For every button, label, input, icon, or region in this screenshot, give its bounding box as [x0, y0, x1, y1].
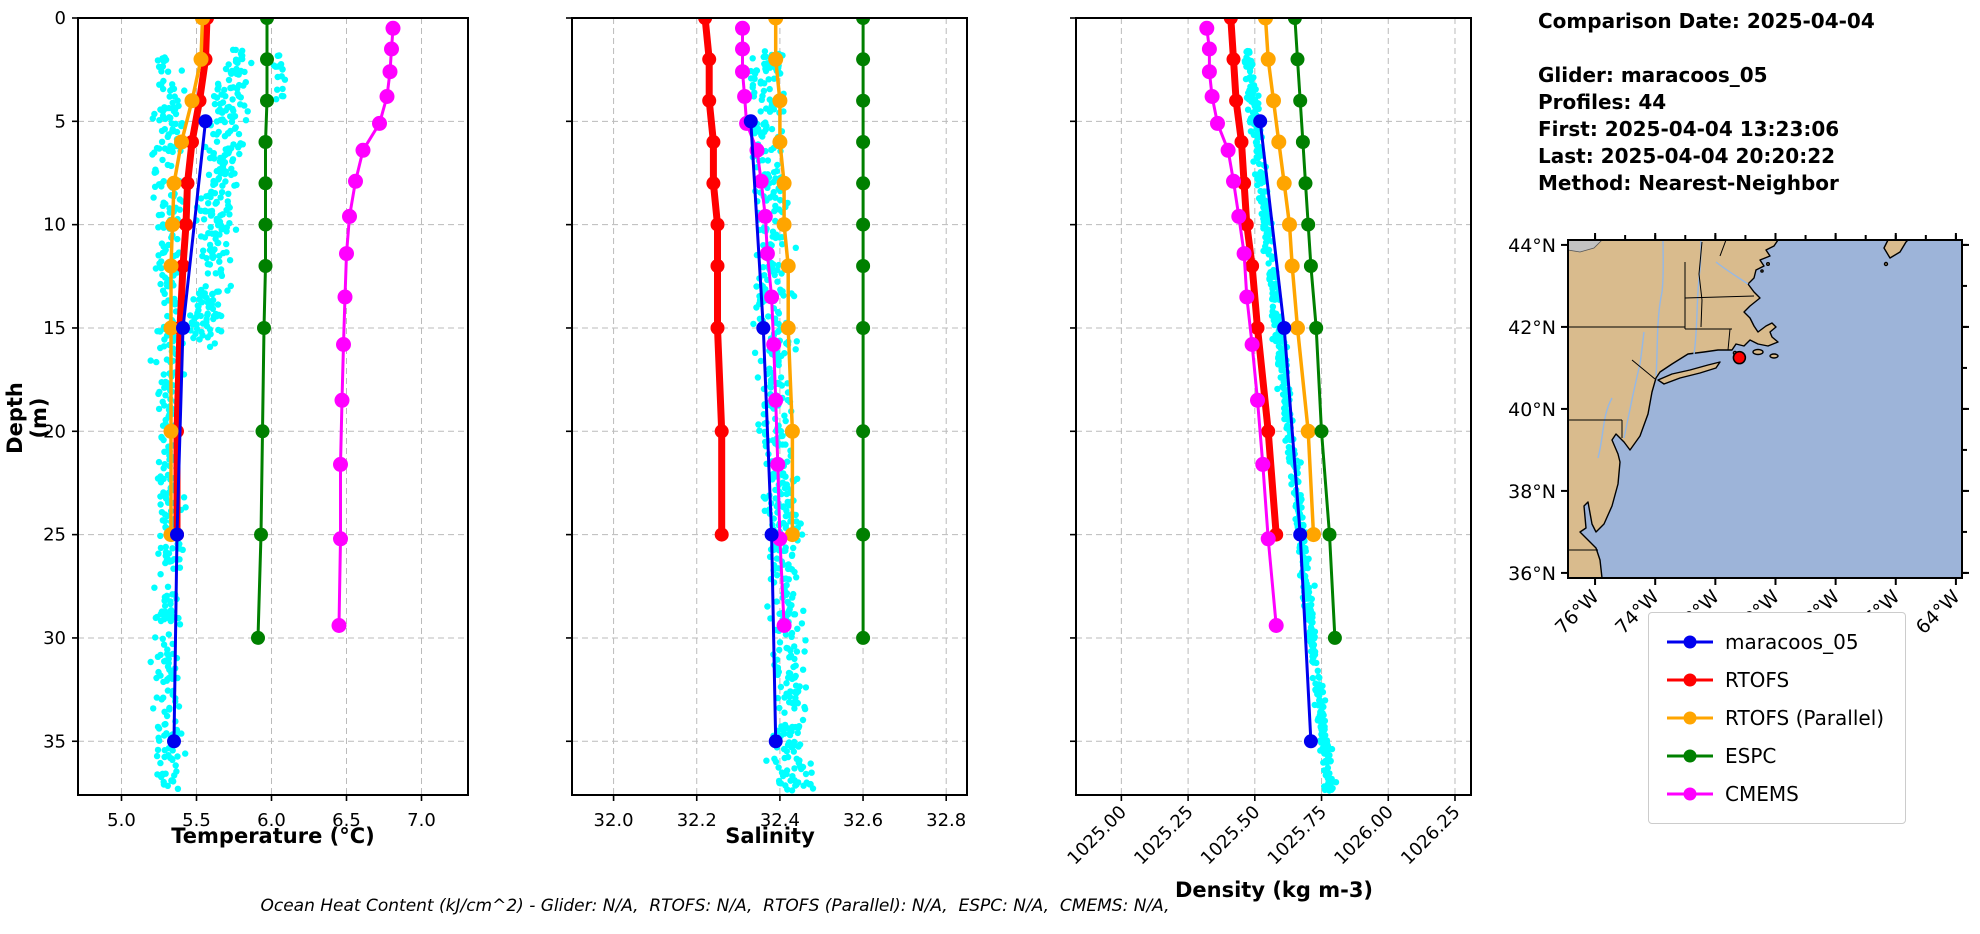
svg-text:32.0: 32.0: [594, 810, 634, 831]
series-maracoos-05-salinity: [743, 114, 783, 749]
ticks-salinity: [566, 17, 948, 801]
series-rtofs-parallel--temperature: [163, 18, 210, 543]
svg-text:25: 25: [43, 525, 66, 546]
svg-text:1025.75: 1025.75: [1264, 802, 1331, 869]
panel-temperature: 5.0 5.5 6.0 6.5 7.0 0 5 10 15 20 25 30 35: [43, 8, 469, 831]
tick-labels-temperature: 5.0 5.5 6.0 6.5 7.0 0 5 10 15 20 25 30 35: [43, 8, 436, 831]
legend-item-cmems: CMEMS: [1665, 775, 1889, 813]
legend-item-glider: maracoos_05: [1665, 623, 1889, 661]
svg-text:10: 10: [43, 215, 66, 236]
legend-label: RTOFS: [1725, 668, 1790, 692]
svg-text:32.4: 32.4: [760, 810, 800, 831]
density-axis-label: Density (kg m-3): [1174, 878, 1374, 902]
series-maracoos-05-temperature: [167, 114, 213, 749]
svg-text:5: 5: [55, 111, 66, 132]
legend: maracoos_05 RTOFS RTOFS (Parallel) ESPC …: [1648, 612, 1906, 824]
glider-name: Glider: maracoos_05: [1538, 63, 1768, 87]
legend-line-dot-icon: [1667, 787, 1713, 801]
svg-text:7.0: 7.0: [407, 810, 436, 831]
map-lat-label: 42°N: [1508, 317, 1556, 339]
svg-text:1025.00: 1025.00: [1063, 802, 1130, 869]
salinity-axis-label: Salinity: [725, 824, 815, 848]
svg-text:20: 20: [43, 421, 66, 442]
legend-line-dot-icon: [1667, 749, 1713, 763]
panel-density: 1025.00 1025.25 1025.50 1025.75 1026.00 1026.…: [1063, 17, 1472, 869]
legend-line-dot-icon: [1667, 711, 1713, 725]
svg-text:6.0: 6.0: [257, 810, 286, 831]
temperature-axis-label: Temperature (°C): [171, 824, 375, 848]
svg-text:32.8: 32.8: [926, 810, 966, 831]
legend-label: maracoos_05: [1725, 630, 1859, 654]
series-maracoos-05-density: [1253, 114, 1318, 749]
info-spacer: [1538, 35, 1875, 62]
ticks-temperature: [72, 17, 423, 801]
tick-labels-salinity: 32.0 32.2 32.4 32.6 32.8: [594, 810, 967, 831]
svg-text:32.2: 32.2: [677, 810, 717, 831]
profiles-count: Profiles: 44: [1538, 90, 1667, 114]
series-espc-density: [1287, 18, 1342, 645]
svg-text:6.5: 6.5: [332, 810, 361, 831]
depth-axis-label: Depth (m): [3, 382, 51, 454]
svg-text:1025.50: 1025.50: [1197, 802, 1264, 869]
panel-salinity: 32.0 32.2 32.4 32.6 32.8: [566, 17, 968, 831]
comparison-date: Comparison Date: 2025-04-04: [1538, 9, 1875, 33]
legend-line-dot-icon: [1667, 673, 1713, 687]
last-profile-time: Last: 2025-04-04 20:20:22: [1538, 144, 1836, 168]
map-state-borders: [1568, 239, 1755, 551]
svg-text:5.0: 5.0: [107, 810, 136, 831]
legend-item-rtofs-parallel: RTOFS (Parallel): [1665, 699, 1889, 737]
legend-item-rtofs: RTOFS: [1665, 661, 1889, 699]
legend-item-espc: ESPC: [1665, 737, 1889, 775]
svg-text:15: 15: [43, 318, 66, 339]
map-rivers: [1597, 239, 1749, 459]
series-rtofs-parallel--salinity: [768, 18, 800, 543]
scatter-temperature: [147, 46, 289, 792]
legend-label: CMEMS: [1725, 782, 1799, 806]
first-profile-time: First: 2025-04-04 13:23:06: [1538, 117, 1840, 141]
series-espc-salinity: [856, 18, 871, 645]
map-lat-label: 38°N: [1508, 481, 1556, 503]
map-lat-label: 36°N: [1508, 563, 1556, 585]
tick-labels-density: 1025.00 1025.25 1025.50 1025.75 1026.00 1026.…: [1063, 802, 1464, 869]
legend-label: ESPC: [1725, 744, 1777, 768]
legend-label: RTOFS (Parallel): [1725, 706, 1885, 730]
series-rtofs-density: [1223, 18, 1284, 542]
series-cmems-temperature: [331, 20, 401, 633]
ocean-heat-content-footer: Ocean Heat Content (kJ/cm^2) - Glider: N…: [260, 896, 1170, 916]
map-lat-label: 40°N: [1508, 399, 1556, 421]
series-rtofs-salinity: [698, 18, 729, 542]
svg-text:35: 35: [43, 731, 66, 752]
map-lat-label: 44°N: [1508, 235, 1556, 257]
svg-text:1026.00: 1026.00: [1330, 802, 1397, 869]
series-cmems-density: [1199, 20, 1284, 633]
svg-text:1026.25: 1026.25: [1397, 802, 1464, 869]
series-rtofs-parallel--density: [1258, 18, 1321, 543]
svg-text:1025.25: 1025.25: [1130, 802, 1197, 869]
location-map: 44°N42°N40°N38°N36°N76°W74°W72°W70°W68°W…: [1508, 233, 1969, 639]
nantucket: [1769, 353, 1779, 359]
grid-temperature: [78, 17, 468, 795]
series-cmems-salinity: [735, 20, 792, 633]
method: Method: Nearest-Neighbor: [1538, 171, 1839, 195]
series-espc-temperature: [251, 18, 274, 645]
svg-text:30: 30: [43, 628, 66, 649]
glider-location-marker: [1732, 350, 1747, 365]
ticks-density: [1070, 17, 1456, 801]
comparison-info: Comparison Date: 2025-04-04 Glider: mara…: [1538, 8, 1875, 197]
svg-text:0: 0: [55, 8, 66, 29]
grid-density: [1076, 17, 1471, 795]
legend-line-dot-icon: [1667, 635, 1713, 649]
svg-text:5.5: 5.5: [182, 810, 211, 831]
svg-text:32.6: 32.6: [843, 810, 883, 831]
marthas-vineyard: [1752, 348, 1764, 356]
long-island: [1657, 361, 1721, 385]
